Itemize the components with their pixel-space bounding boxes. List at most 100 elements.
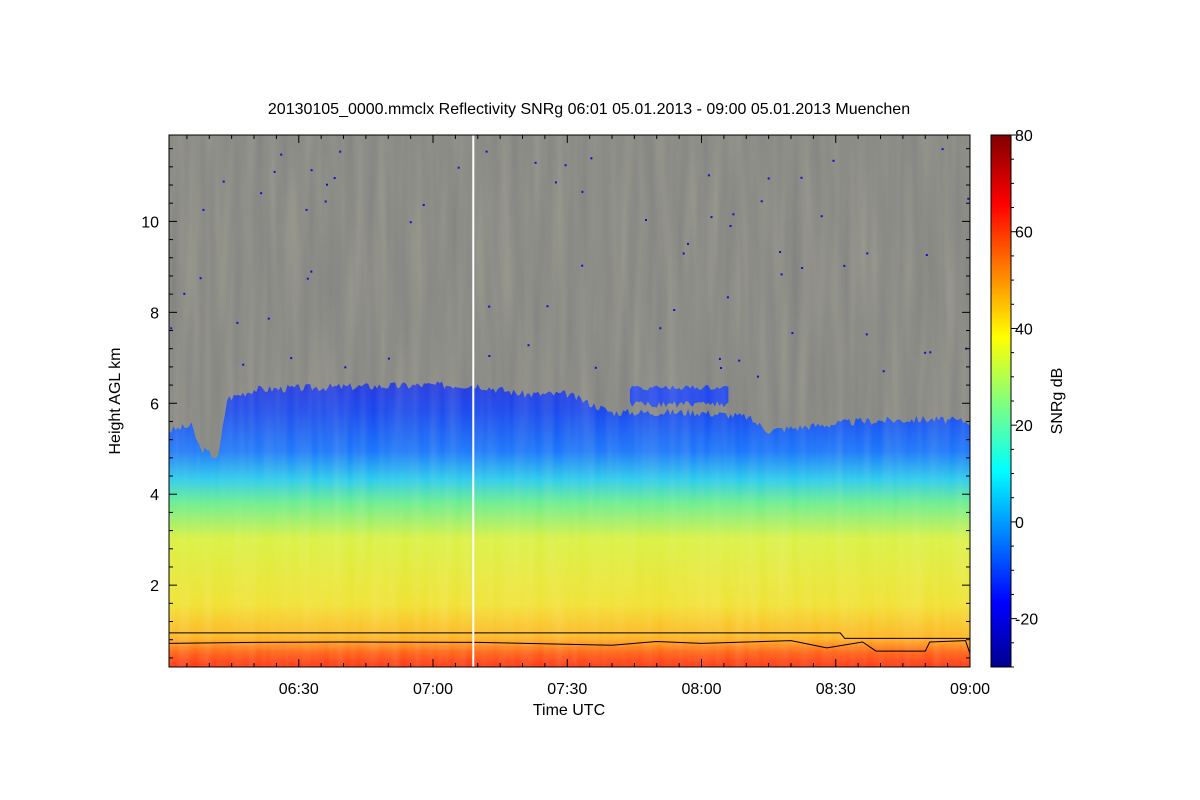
noise-speckle	[843, 264, 846, 267]
noise-speckle	[344, 366, 347, 369]
noise-speckle	[929, 351, 932, 354]
chart-title: 20130105_0000.mmclx Reflectivity SNRg 06…	[268, 101, 910, 118]
plot-frame	[168, 134, 971, 668]
y-axis: 2 4 6 8 10	[141, 148, 970, 659]
noise-speckle	[866, 252, 869, 255]
radar-field	[169, 135, 970, 667]
noise-speckle	[260, 192, 263, 195]
noise-speckle	[527, 344, 530, 347]
x-tick-label: 07:30	[547, 681, 587, 698]
x-axis-label: Time UTC	[533, 702, 605, 719]
noise-speckle	[554, 181, 557, 184]
colorbar-tick-label: 40	[1015, 321, 1033, 338]
noise-speckles	[170, 148, 970, 378]
noise-speckle	[488, 305, 491, 308]
noise-speckle	[924, 351, 927, 354]
noise-speckle	[564, 164, 567, 167]
noise-speckle	[801, 267, 804, 269]
noise-speckle	[732, 213, 735, 216]
noise-speckle	[718, 357, 721, 360]
noise-speckle	[779, 251, 782, 253]
noise-speckle	[222, 180, 225, 183]
colorbar	[990, 134, 1012, 668]
noise-speckle	[488, 355, 491, 357]
noise-speckle	[941, 148, 944, 151]
noise-speckle	[236, 321, 239, 324]
streak-texture	[169, 135, 970, 667]
noise-speckle	[546, 305, 549, 308]
noise-speckle	[306, 277, 309, 280]
noise-speckle	[687, 242, 689, 245]
noise-speckle	[310, 270, 313, 273]
colorbar-axis: -20 0 20 40 60 80	[1011, 128, 1038, 668]
x-tick-label: 09:00	[950, 681, 990, 698]
noise-speckle	[760, 200, 763, 203]
noise-speckle	[242, 363, 245, 366]
noise-speckle	[738, 359, 741, 362]
colorbar-tick-label: 60	[1015, 225, 1033, 242]
x-axis: 06:30 07:00 07:30 08:00 08:30 09:00	[186, 135, 990, 698]
noise-speckle	[645, 219, 647, 221]
noise-speckle	[757, 375, 759, 378]
noise-speckle	[882, 370, 885, 373]
noise-speckle	[183, 292, 186, 295]
noise-speckle	[267, 317, 270, 320]
colorbar-tick-label: -20	[1015, 612, 1038, 629]
noise-speckle	[457, 166, 460, 169]
noise-speckle	[800, 176, 803, 179]
noise-speckle	[581, 190, 584, 193]
colorbar-label: SNRg dB	[1049, 368, 1066, 435]
noise-speckle	[387, 357, 390, 360]
noise-speckle	[199, 277, 202, 280]
y-axis-label: Height AGL km	[107, 347, 124, 454]
noise-speckle	[710, 216, 713, 219]
colorbar-tick-label: 0	[1015, 515, 1024, 532]
noise-speckle	[832, 159, 835, 162]
noise-speckle	[305, 208, 308, 211]
x-tick-label: 08:30	[816, 681, 856, 698]
noise-speckle	[170, 327, 173, 330]
y-tick-label: 10	[141, 214, 159, 231]
noise-speckle	[967, 197, 970, 200]
noise-speckle	[534, 161, 537, 164]
noise-speckle	[409, 221, 412, 224]
noise-speckle	[273, 170, 276, 173]
y-tick-label: 2	[150, 578, 159, 595]
noise-speckle	[485, 150, 488, 153]
noise-speckle	[594, 366, 597, 369]
noise-speckle	[280, 153, 283, 156]
noise-speckle	[310, 169, 313, 172]
noise-speckle	[729, 225, 732, 227]
noise-speckle	[590, 157, 593, 160]
noise-speckle	[707, 174, 710, 177]
colorbar-tick-label: 20	[1015, 418, 1033, 435]
noise-speckle	[925, 254, 928, 256]
noise-speckle	[581, 264, 584, 267]
y-tick-label: 6	[150, 396, 159, 413]
colorbar-tick-label: 80	[1015, 128, 1033, 145]
noise-speckle	[673, 309, 676, 311]
y-tick-label: 8	[150, 305, 159, 322]
noise-speckle	[791, 332, 794, 335]
noise-speckle	[422, 204, 425, 206]
noise-speckle	[767, 177, 770, 180]
noise-speckle	[339, 150, 342, 153]
x-tick-label: 06:30	[279, 681, 319, 698]
noise-speckle	[780, 273, 783, 276]
noise-speckle	[659, 327, 662, 330]
noise-speckle	[682, 252, 685, 255]
y-tick-label: 4	[150, 487, 159, 504]
noise-speckle	[726, 296, 729, 299]
noise-speckle	[324, 200, 327, 203]
noise-speckle	[202, 208, 205, 211]
noise-speckle	[820, 215, 823, 218]
x-tick-label: 07:00	[413, 681, 453, 698]
upper-reference-line	[169, 632, 970, 639]
lower-reference-line	[169, 640, 970, 654]
noise-speckle	[290, 357, 293, 360]
noise-speckle	[326, 183, 328, 186]
noise-speckle	[865, 333, 868, 336]
x-tick-label: 08:00	[681, 681, 721, 698]
noise-speckle	[720, 367, 722, 369]
